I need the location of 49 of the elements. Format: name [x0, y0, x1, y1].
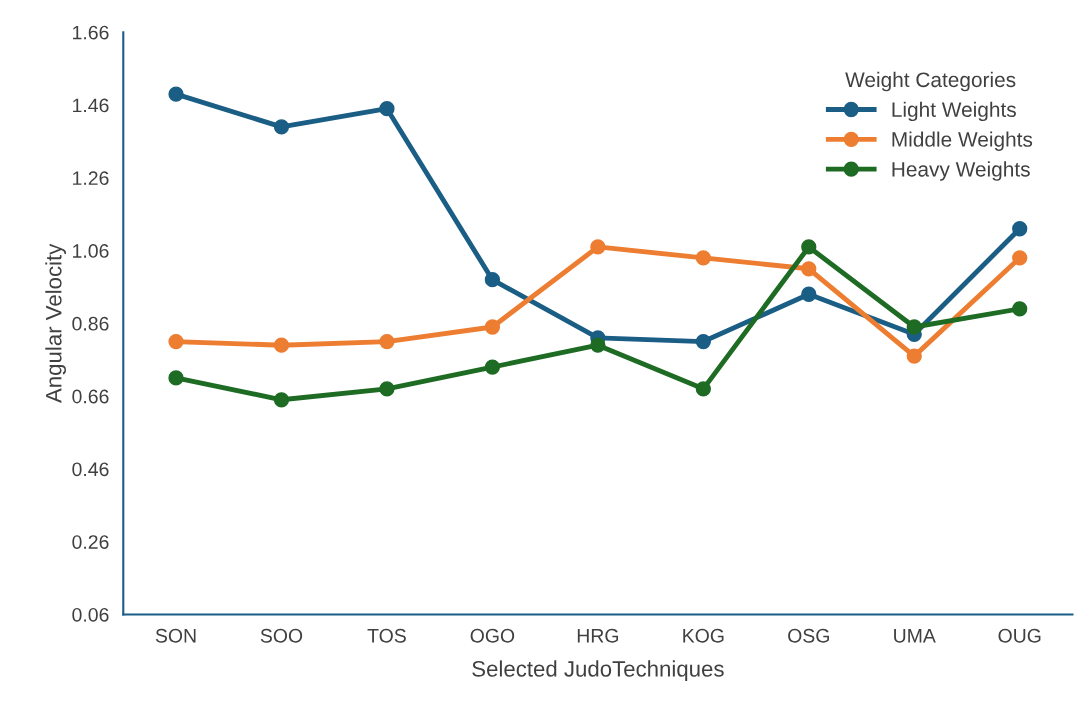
point	[801, 286, 817, 302]
x-tick-label: HRG	[577, 628, 619, 643]
point	[484, 319, 501, 335]
legend-label: Heavy Weights	[892, 161, 1030, 181]
x-tick-label: UMA	[894, 629, 936, 643]
point	[273, 392, 290, 408]
point	[484, 272, 501, 288]
y-tick-label: 0.46	[72, 462, 109, 477]
legend-label: Middle Weights	[892, 131, 1033, 151]
x-tick-label: SOO	[260, 628, 303, 643]
legend-title: Weight Categories	[845, 71, 1016, 92]
point	[168, 333, 184, 350]
point	[379, 333, 395, 350]
x-tick-label: OSG	[788, 628, 829, 643]
point	[379, 381, 395, 397]
y-tick-label: 0.86	[72, 316, 109, 331]
point	[273, 119, 290, 135]
point	[590, 337, 606, 353]
y-tick-label: 0.06	[72, 607, 109, 622]
point	[484, 359, 501, 375]
point	[906, 319, 922, 335]
point	[1012, 221, 1028, 237]
x-tick-label: SON	[155, 628, 196, 643]
y-tick-label: 1.06	[73, 244, 109, 258]
y-tick-label: 1.46	[73, 98, 109, 113]
point	[168, 86, 184, 102]
point	[906, 348, 922, 364]
point	[801, 261, 817, 277]
x-tick-label: OGO	[470, 628, 515, 643]
point	[801, 239, 817, 255]
point	[695, 250, 711, 266]
point	[273, 337, 290, 353]
x-tick-label: OUG	[998, 628, 1041, 643]
point	[379, 101, 395, 117]
x-axis-title: Selected JudoTechniques	[472, 660, 724, 682]
y-tick-label: 0.26	[72, 535, 109, 549]
point	[590, 239, 606, 255]
point	[695, 333, 711, 350]
x-tick-label: KOG	[683, 628, 724, 643]
y-tick-label: 1.26	[73, 171, 109, 186]
y-tick-label: 1.66	[73, 25, 109, 40]
legend-label: Light Weights	[892, 101, 1016, 122]
point	[695, 381, 711, 397]
x-tick-label: TOS	[367, 628, 406, 643]
y-axis-title: Angular Velocity	[45, 243, 66, 403]
y-tick-label: 0.66	[72, 389, 109, 404]
point	[168, 370, 184, 386]
point	[1012, 250, 1028, 266]
point	[1012, 301, 1028, 317]
